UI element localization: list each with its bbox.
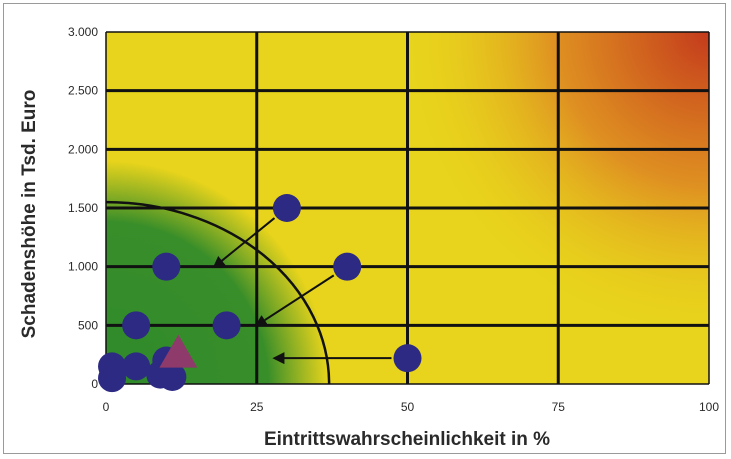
risk-matrix-chart: 0 25 50 75 10005001.0001.5002.0002.5003.000 … — [19, 25, 719, 450]
data-point — [158, 362, 187, 391]
data-points — [98, 194, 422, 393]
x-axis-title: Eintrittswahrscheinlichkeit in % — [264, 429, 550, 450]
y-tick-label: 0 — [91, 377, 98, 391]
data-point — [272, 194, 301, 222]
chart-frame: 0 25 50 75 100 0 500 1.000 1.500 2.000 2.500 3.000 … — [3, 3, 726, 454]
data-point — [152, 252, 181, 281]
triangle-marker — [159, 334, 198, 368]
y-tick-label: 500 — [78, 318, 98, 332]
data-point — [98, 364, 127, 393]
x-tick-label: 25 — [250, 400, 264, 414]
grid — [105, 31, 710, 385]
y-tick-label: 2.000 — [68, 142, 98, 156]
data-point — [122, 352, 151, 381]
data-point — [333, 252, 362, 281]
threshold-curve-line — [106, 200, 331, 384]
arrow — [254, 274, 335, 327]
x-tick-label: 75 — [552, 400, 566, 414]
y-axis-title: Schadenshöhe in Tsd. Euro — [19, 90, 40, 339]
data-point — [212, 311, 241, 340]
y-tick-label: 1.000 — [68, 260, 98, 274]
x-tick-label: 100 — [699, 400, 719, 414]
arrow — [212, 217, 276, 269]
data-point — [122, 311, 151, 340]
y-tick-label: 3.000 — [68, 25, 98, 39]
x-tick-label: 0 — [103, 400, 110, 414]
tick-labels: 0 25 50 75 100 0 500 1.000 1.500 2.000 2.500 3.000 — [68, 25, 719, 414]
y-tick-label: 1.500 — [68, 201, 98, 215]
threshold-curve — [106, 200, 331, 384]
arrows — [212, 217, 392, 365]
x-tick-label: 50 — [401, 400, 415, 414]
data-point — [393, 344, 422, 373]
y-tick-label: 2.500 — [68, 84, 98, 98]
